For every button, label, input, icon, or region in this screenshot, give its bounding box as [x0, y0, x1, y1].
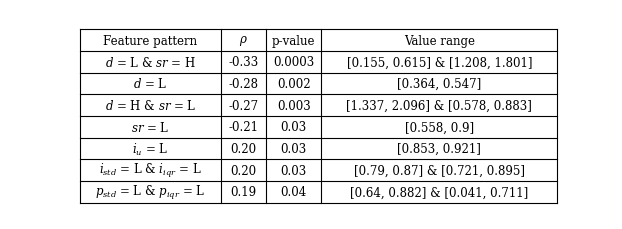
Text: [1.337, 2.096] & [0.578, 0.883]: [1.337, 2.096] & [0.578, 0.883] — [346, 99, 532, 112]
Text: $i_u$ = L: $i_u$ = L — [132, 141, 169, 157]
Text: 0.03: 0.03 — [281, 121, 307, 134]
Text: $i_{std}$ = L & $i_{iqr}$ = L: $i_{std}$ = L & $i_{iqr}$ = L — [99, 162, 202, 180]
Text: [0.79, 0.87] & [0.721, 0.895]: [0.79, 0.87] & [0.721, 0.895] — [354, 164, 525, 177]
Text: $\rho$: $\rho$ — [239, 34, 248, 48]
Text: -0.27: -0.27 — [228, 99, 259, 112]
Text: $d$ = H & $sr$ = L: $d$ = H & $sr$ = L — [105, 99, 197, 113]
Text: 0.0003: 0.0003 — [273, 56, 314, 69]
Text: -0.28: -0.28 — [229, 78, 259, 91]
Text: [0.155, 0.615] & [1.208, 1.801]: [0.155, 0.615] & [1.208, 1.801] — [346, 56, 532, 69]
Text: -0.33: -0.33 — [228, 56, 259, 69]
Text: [0.364, 0.547]: [0.364, 0.547] — [397, 78, 481, 91]
Text: 0.20: 0.20 — [231, 142, 257, 155]
Text: $sr$ = L: $sr$ = L — [131, 120, 170, 134]
Text: p-value: p-value — [272, 34, 315, 47]
Text: [0.558, 0.9]: [0.558, 0.9] — [405, 121, 474, 134]
Text: Value range: Value range — [404, 34, 475, 47]
Text: 0.04: 0.04 — [281, 186, 307, 199]
Text: [0.853, 0.921]: [0.853, 0.921] — [397, 142, 481, 155]
Text: 0.03: 0.03 — [281, 142, 307, 155]
Text: 0.002: 0.002 — [277, 78, 310, 91]
Text: -0.21: -0.21 — [229, 121, 259, 134]
Text: 0.19: 0.19 — [231, 186, 257, 199]
Text: 0.03: 0.03 — [281, 164, 307, 177]
Text: 0.003: 0.003 — [277, 99, 310, 112]
Text: 0.20: 0.20 — [231, 164, 257, 177]
Text: [0.64, 0.882] & [0.041, 0.711]: [0.64, 0.882] & [0.041, 0.711] — [350, 186, 529, 199]
Text: $d$ = L & $sr$ = H: $d$ = L & $sr$ = H — [105, 56, 196, 69]
Text: $d$ = L: $d$ = L — [133, 77, 168, 91]
Text: $p_{std}$ = L & $p_{iqr}$ = L: $p_{std}$ = L & $p_{iqr}$ = L — [95, 183, 206, 201]
Text: Feature pattern: Feature pattern — [103, 34, 198, 47]
